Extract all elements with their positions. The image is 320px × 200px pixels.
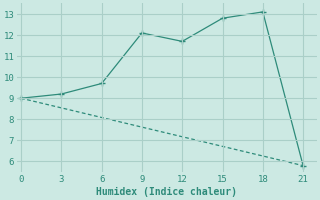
- X-axis label: Humidex (Indice chaleur): Humidex (Indice chaleur): [96, 186, 237, 197]
